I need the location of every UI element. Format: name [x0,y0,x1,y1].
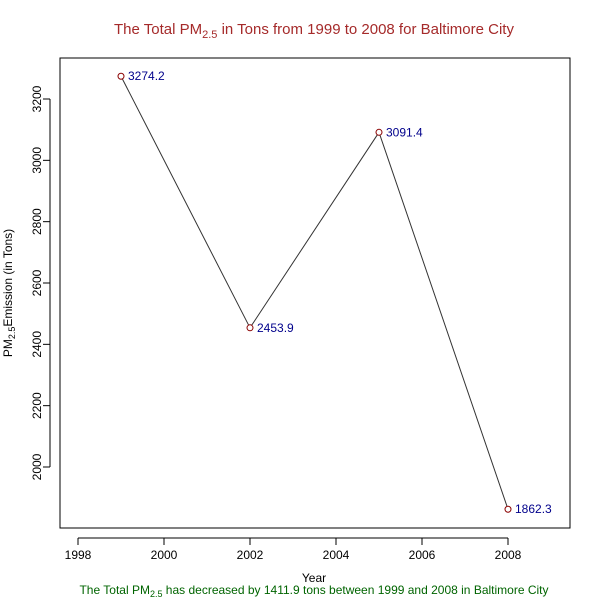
chart-title-prefix: The Total PM [114,21,202,38]
chart-title-suffix: in Tons from 1999 to 2008 for Baltimore … [217,21,514,38]
data-point [504,505,512,513]
x-tick-label: 2008 [495,548,522,562]
data-label: 1862.3 [515,502,552,516]
y-axis-label-prefix: PM [1,339,15,357]
data-label: 2453.9 [257,321,294,335]
y-axis-label-suffix: Emission (in Tons) [1,229,15,327]
x-tick-label: 2002 [237,548,264,562]
y-axis: 2000 2200 2400 2600 2800 3000 3200 [30,85,51,480]
y-tick-label: 3200 [30,85,44,112]
y-axis-label-subscript: 2.5 [7,327,17,340]
x-tick-label: 2004 [323,548,350,562]
chart-subtitle-subscript: 2.5 [150,589,163,599]
y-tick-label: 3000 [30,147,44,174]
y-axis-label: PM2.5Emission (in Tons) [1,229,17,357]
chart-title-subscript: 2.5 [202,29,217,41]
chart-subtitle-prefix: The Total PM [79,583,149,597]
y-tick-label: 2600 [30,269,44,296]
x-tick-label: 2006 [409,548,436,562]
data-point [117,72,125,80]
x-axis-label: Year [302,571,326,585]
series-line [120,76,509,510]
y-tick-label: 2000 [30,453,44,480]
data-point [246,324,254,332]
x-axis: 1998 2000 2002 2004 2006 2008 [65,537,522,562]
y-tick-label: 2200 [30,392,44,419]
data-label: 3091.4 [386,125,423,139]
y-tick-label: 2800 [30,208,44,235]
data-point [375,128,383,136]
chart-title: The Total PM2.5 in Tons from 1999 to 200… [114,21,514,41]
data-points [117,72,512,513]
y-tick-label: 2400 [30,331,44,358]
plot-frame [59,57,571,529]
chart-subtitle-suffix: has decreased by 1411.9 tons between 199… [162,583,548,597]
data-labels: 3274.2 2453.9 3091.4 1862.3 [128,69,552,516]
chart-subtitle: The Total PM2.5 has decreased by 1411.9 … [79,583,548,599]
data-label: 3274.2 [128,69,165,83]
x-tick-label: 2000 [151,548,178,562]
x-tick-label: 1998 [65,548,92,562]
